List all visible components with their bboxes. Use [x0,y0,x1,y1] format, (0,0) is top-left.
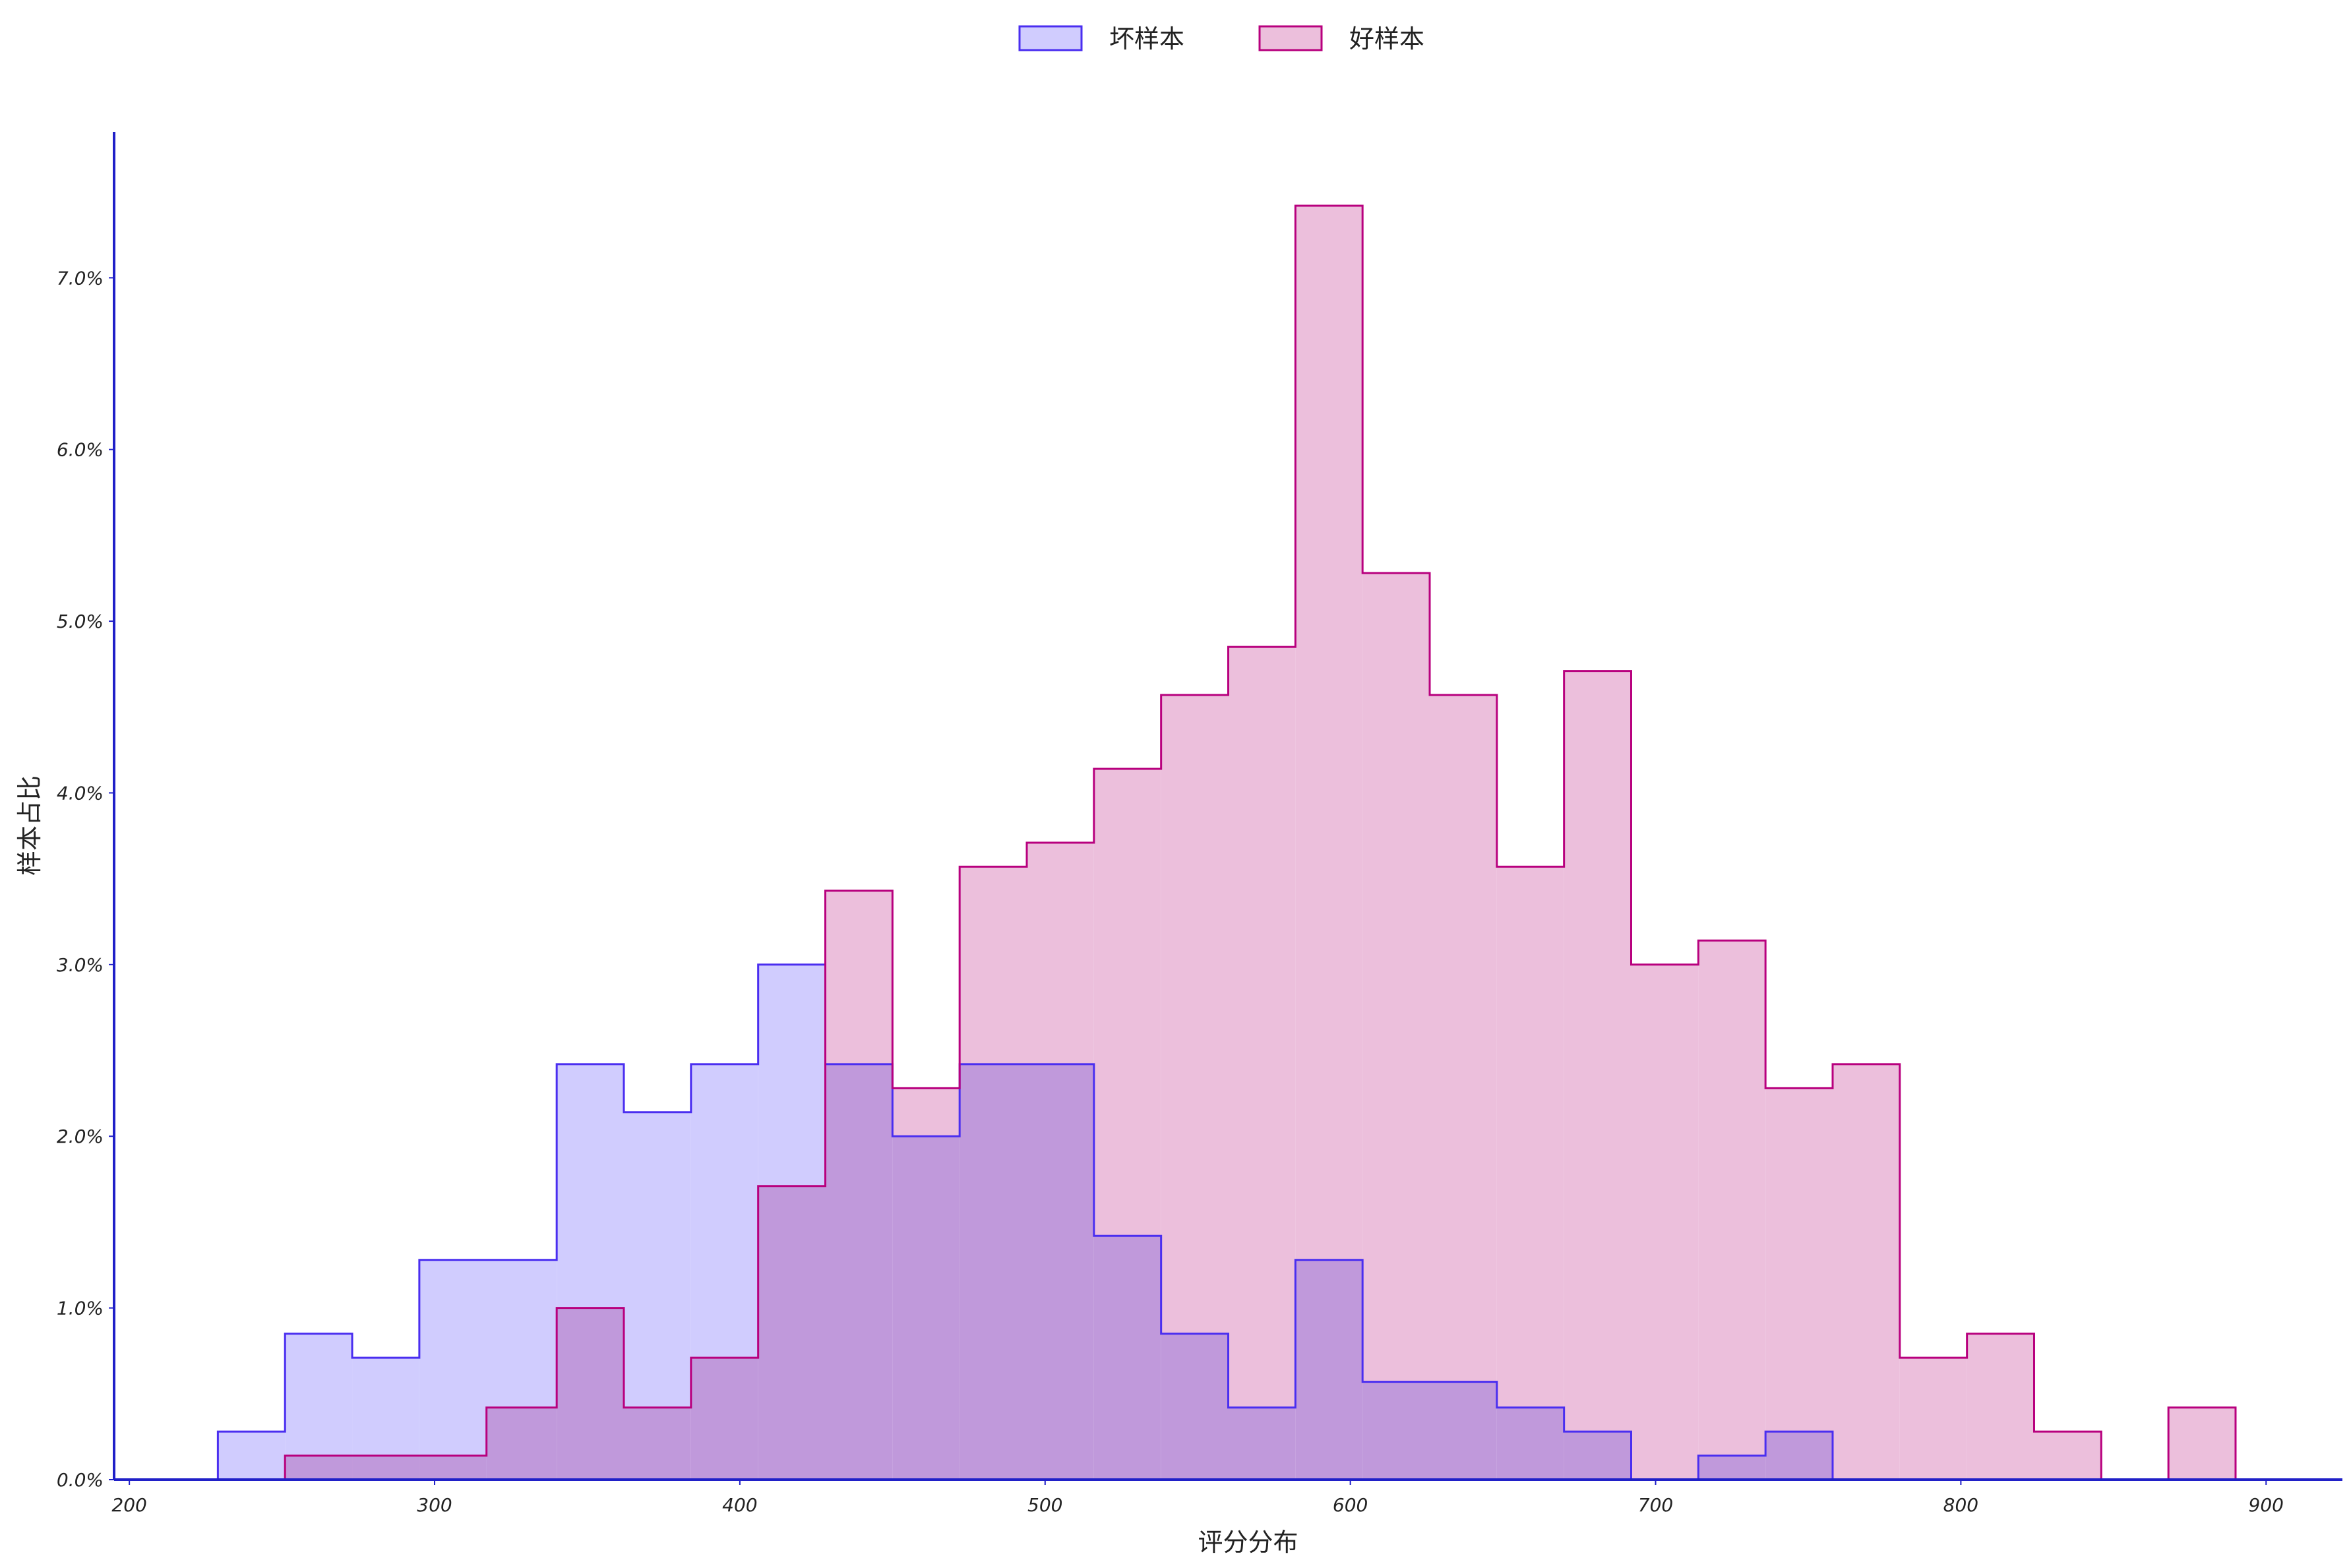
series-1 [285,205,2236,1480]
bar-1-13 [1295,205,1363,1480]
x-tick-label-3: 500 [1027,1494,1062,1516]
x-tick-label-1: 300 [417,1494,452,1516]
y-tick-label-4: 4.0% [57,782,104,804]
bar-1-22 [1899,1358,1967,1480]
legend-swatch-0 [1018,25,1083,51]
bar-0-0 [218,1432,286,1480]
legend-label-1: 好样本 [1349,24,1424,53]
x-ticks: 200 300 400 500 600 700 800 900 [111,1480,2284,1516]
x-tick-label-7: 900 [2249,1494,2284,1516]
x-tick-label-2: 400 [722,1494,757,1516]
y-axis-title: 样本占比 [15,775,44,876]
bar-1-19 [1698,940,1766,1480]
y-tick-label-1: 1.0% [57,1298,104,1319]
x-tick-label-4: 600 [1333,1494,1368,1516]
bar-1-15 [1429,695,1497,1480]
x-tick-label-0: 200 [111,1494,146,1516]
x-tick-label-5: 700 [1638,1494,1673,1516]
bar-1-5 [758,1186,826,1480]
legend-item-1: 好样本 [1258,24,1424,53]
bar-1-4 [690,1358,758,1480]
x-tick-label-6: 800 [1943,1494,1978,1516]
y-tick-label-5: 5.0% [57,611,104,632]
bar-1-17 [1564,671,1632,1480]
y-tick-label-0: 0.0% [57,1469,104,1491]
bar-1-3 [624,1407,691,1480]
plot-area [216,204,2237,1481]
bar-1-12 [1228,647,1296,1480]
y-ticks: 0.0% 1.0% 2.0% 3.0% 4.0% 5.0% 6.0% 7.0% [57,267,114,1491]
bar-1-24 [2034,1432,2102,1480]
bar-1-23 [1967,1333,2034,1480]
series-outline-1 [284,204,2237,1481]
bar-1-20 [1765,1088,1833,1480]
bar-1-6 [825,890,893,1480]
bar-1-2 [557,1308,625,1480]
series-outline-0 [216,963,1834,1481]
x-axis-title: 评分分布 [1198,1528,1298,1557]
y-tick-label-7: 7.0% [57,267,104,289]
bar-1-1 [486,1407,557,1480]
bar-1-16 [1496,866,1564,1480]
legend-item-0: 坏样本 [1018,24,1184,53]
y-tick-label-2: 2.0% [57,1126,104,1147]
bar-1-18 [1631,964,1699,1480]
bar-1-10 [1093,769,1161,1480]
bar-1-9 [1027,842,1094,1480]
bar-1-14 [1362,573,1430,1480]
y-tick-label-6: 6.0% [57,439,104,461]
y-tick-label-3: 3.0% [57,954,104,976]
bar-1-26 [2168,1407,2236,1480]
bar-1-21 [1832,1064,1900,1480]
bar-1-8 [960,866,1027,1480]
legend: 坏样本 好样本 [1018,24,1424,53]
bar-1-7 [892,1088,960,1480]
legend-label-0: 坏样本 [1109,24,1184,53]
bar-1-0 [285,1455,487,1480]
bar-1-11 [1161,695,1229,1480]
legend-swatch-1 [1258,25,1323,51]
axes: 200 300 400 500 600 700 800 900 0.0% 1.0% 2.0% 3.0… [57,132,2342,1516]
